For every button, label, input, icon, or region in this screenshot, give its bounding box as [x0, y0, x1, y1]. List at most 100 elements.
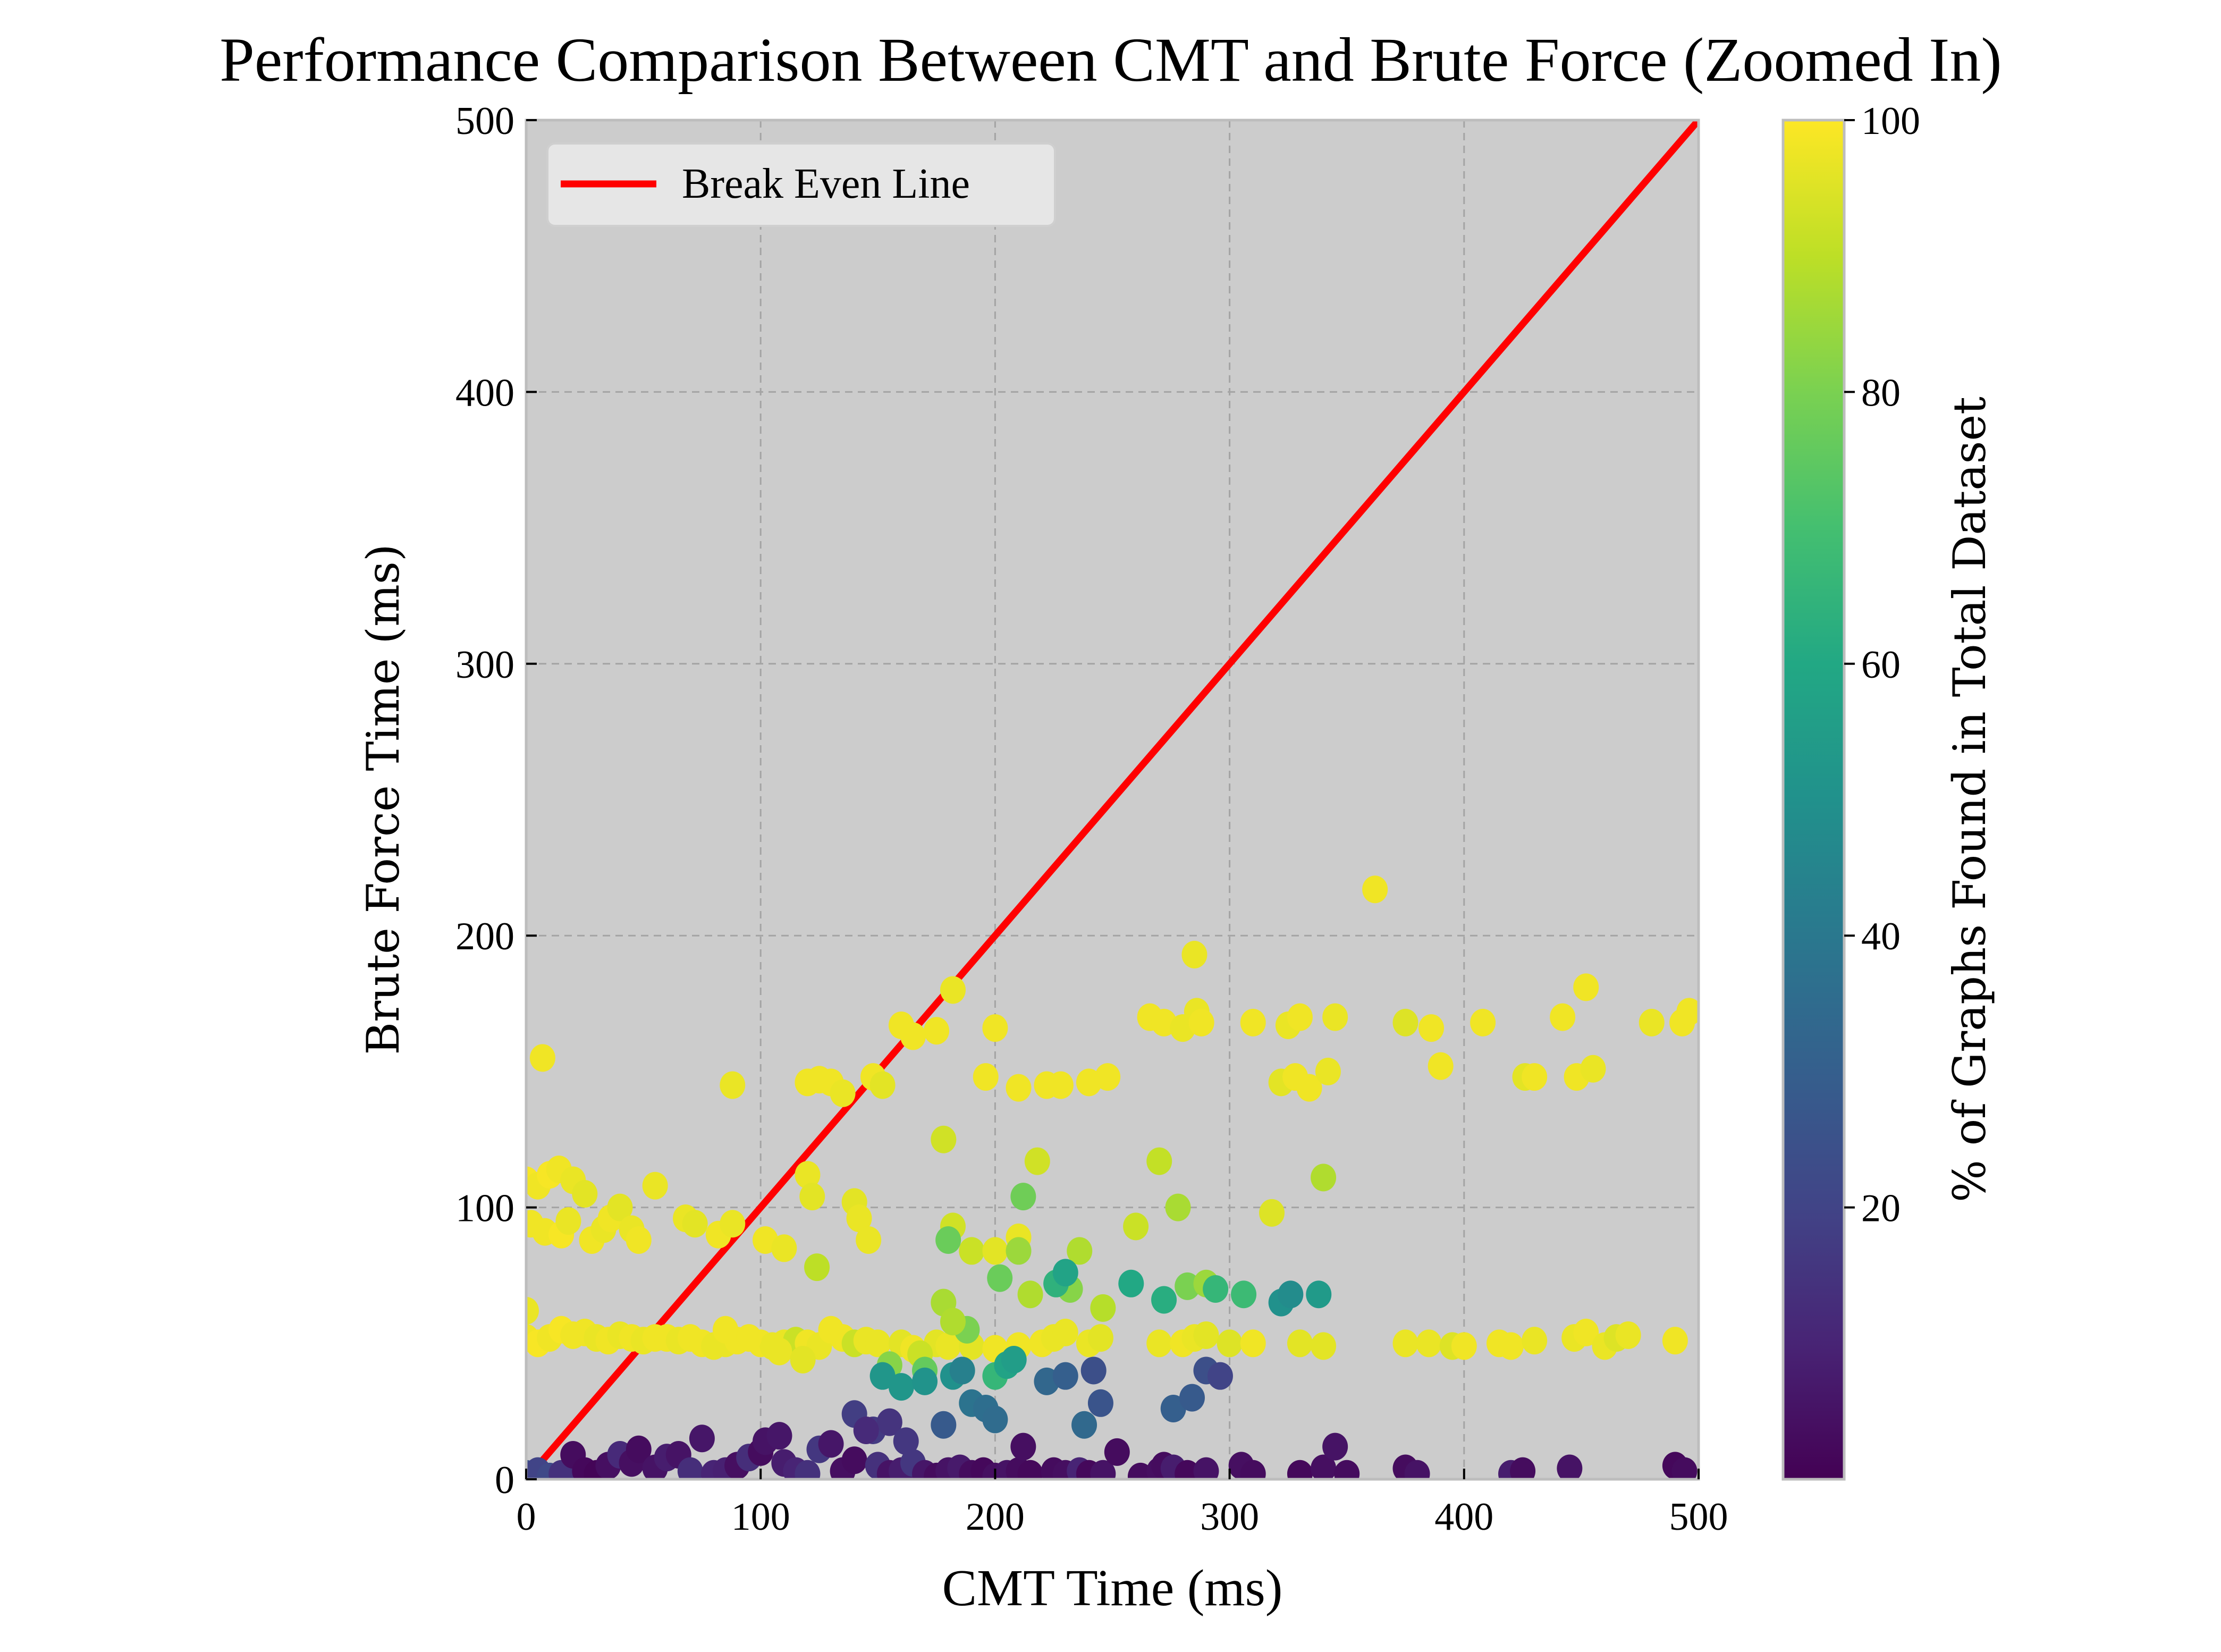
- scatter-point: [1127, 1462, 1153, 1479]
- scatter-point: [1193, 1321, 1219, 1349]
- scatter-point: [846, 1204, 872, 1233]
- scatter-point: [1146, 1147, 1172, 1175]
- chart-title: Performance Comparison Between CMT and B…: [219, 25, 2002, 95]
- axis-ticks: 00 100 100 200 200 300 300 400 400 500 500: [455, 99, 1728, 1539]
- data-points: [526, 875, 1699, 1479]
- colorbar-tick-label: 60: [1861, 643, 1901, 687]
- scatter-point: [1123, 1212, 1149, 1241]
- scatter-point: [1259, 1199, 1285, 1227]
- scatter-point: [1151, 1286, 1177, 1314]
- scatter-point: [1322, 1003, 1348, 1031]
- scatter-point: [1404, 1460, 1430, 1479]
- scatter-point: [1676, 998, 1699, 1026]
- x-tick-label: 300: [1200, 1495, 1259, 1539]
- scatter-point: [1160, 1395, 1186, 1423]
- scatter-point: [888, 1373, 914, 1401]
- colorbar: 20 40 60 80 100 % of Graphs Found in Total D…: [1781, 99, 1996, 1481]
- scatter-point: [1010, 1183, 1036, 1211]
- scatter-point: [1001, 1345, 1027, 1373]
- scatter-point: [1087, 1324, 1113, 1352]
- scatter-point: [1306, 1280, 1332, 1309]
- scatter-point: [529, 1044, 555, 1072]
- scatter-point: [973, 1063, 999, 1091]
- scatter-point: [924, 1017, 950, 1045]
- scatter-point: [607, 1193, 633, 1221]
- colorbar-ticks: 20 40 60 80 100: [1844, 99, 1920, 1230]
- scatter-point: [841, 1446, 867, 1474]
- scatter-point: [935, 1332, 961, 1360]
- scatter-point: [1080, 1356, 1107, 1385]
- scatter-point: [682, 1210, 708, 1238]
- colorbar-tick-label: 80: [1861, 371, 1901, 415]
- x-tick-label: 0: [517, 1495, 536, 1539]
- scatter-point: [1315, 1057, 1341, 1085]
- scatter-point: [1573, 1318, 1599, 1346]
- scatter-point: [555, 1207, 581, 1235]
- scatter-point: [931, 1125, 957, 1153]
- y-tick-label: 300: [455, 643, 514, 687]
- scatter-point: [1087, 1389, 1113, 1417]
- colorbar-tick-label: 20: [1861, 1187, 1901, 1230]
- scatter-point: [689, 1425, 715, 1453]
- scatter-point: [1231, 1280, 1257, 1309]
- scatter-point: [982, 1405, 1008, 1434]
- scatter-point: [720, 1210, 746, 1238]
- scatter-point: [1052, 1318, 1078, 1346]
- scatter-point: [1362, 875, 1388, 904]
- scatter-point: [1522, 1327, 1548, 1355]
- scatter-point: [1416, 1329, 1442, 1358]
- y-tick-label: 0: [495, 1459, 514, 1502]
- scatter-point: [1071, 1411, 1097, 1439]
- scatter-point: [1451, 1332, 1477, 1360]
- scatter-point: [572, 1180, 598, 1208]
- scatter-point: [1296, 1074, 1322, 1102]
- scatter-point: [1278, 1280, 1304, 1309]
- scatter-point: [1181, 940, 1207, 968]
- scatter-point: [1287, 1329, 1313, 1358]
- scatter-point: [1498, 1332, 1524, 1360]
- scatter-point: [1146, 1329, 1172, 1358]
- scatter-point: [1671, 1457, 1698, 1479]
- scatter-point: [1615, 1321, 1641, 1349]
- scatter-point: [1311, 1164, 1337, 1192]
- scatter-point: [940, 1308, 966, 1336]
- colorbar-label: % of Graphs Found in Total Dataset: [1944, 397, 1996, 1202]
- scatter-point: [1428, 1052, 1454, 1080]
- scatter-point: [982, 1237, 1008, 1265]
- scatter-point: [1550, 1003, 1576, 1031]
- scatter-point: [1052, 1362, 1078, 1390]
- y-axis-label: Brute Force Time (ms): [357, 544, 409, 1055]
- scatter-point: [869, 1362, 896, 1390]
- scatter-point: [1418, 1014, 1445, 1042]
- scatter-point: [1052, 1259, 1078, 1287]
- scatter-point: [900, 1022, 926, 1050]
- scatter-point: [804, 1253, 830, 1282]
- scatter-point: [865, 1329, 891, 1358]
- colorbar-gradient: [1781, 119, 1846, 1481]
- scatter-point: [1392, 1008, 1418, 1036]
- scatter-point: [1510, 1457, 1536, 1479]
- scatter-point: [713, 1316, 739, 1344]
- scatter-point: [795, 1161, 821, 1189]
- legend: Break Even Line: [546, 142, 1056, 227]
- scatter-point: [1240, 1460, 1266, 1479]
- scatter-point: [1203, 1275, 1229, 1303]
- scatter-point: [1311, 1332, 1337, 1360]
- scatter-point: [720, 1071, 746, 1099]
- x-tick-label: 200: [966, 1495, 1025, 1539]
- scatter-point: [959, 1237, 985, 1265]
- scatter-point: [1240, 1329, 1266, 1358]
- scatter-point: [1179, 1384, 1205, 1412]
- scatter-point: [790, 1345, 816, 1373]
- scatter-point: [853, 1416, 879, 1444]
- grid: [526, 120, 1699, 1479]
- x-tick-label: 100: [731, 1495, 790, 1539]
- scatter-point: [893, 1427, 919, 1455]
- colorbar-tick-label: 100: [1861, 99, 1920, 143]
- scatter-point: [1006, 1237, 1032, 1265]
- scatter-point: [1287, 1460, 1313, 1479]
- scatter-point: [1207, 1362, 1233, 1390]
- scatter-point: [1048, 1071, 1074, 1099]
- x-tick-label: 500: [1669, 1495, 1728, 1539]
